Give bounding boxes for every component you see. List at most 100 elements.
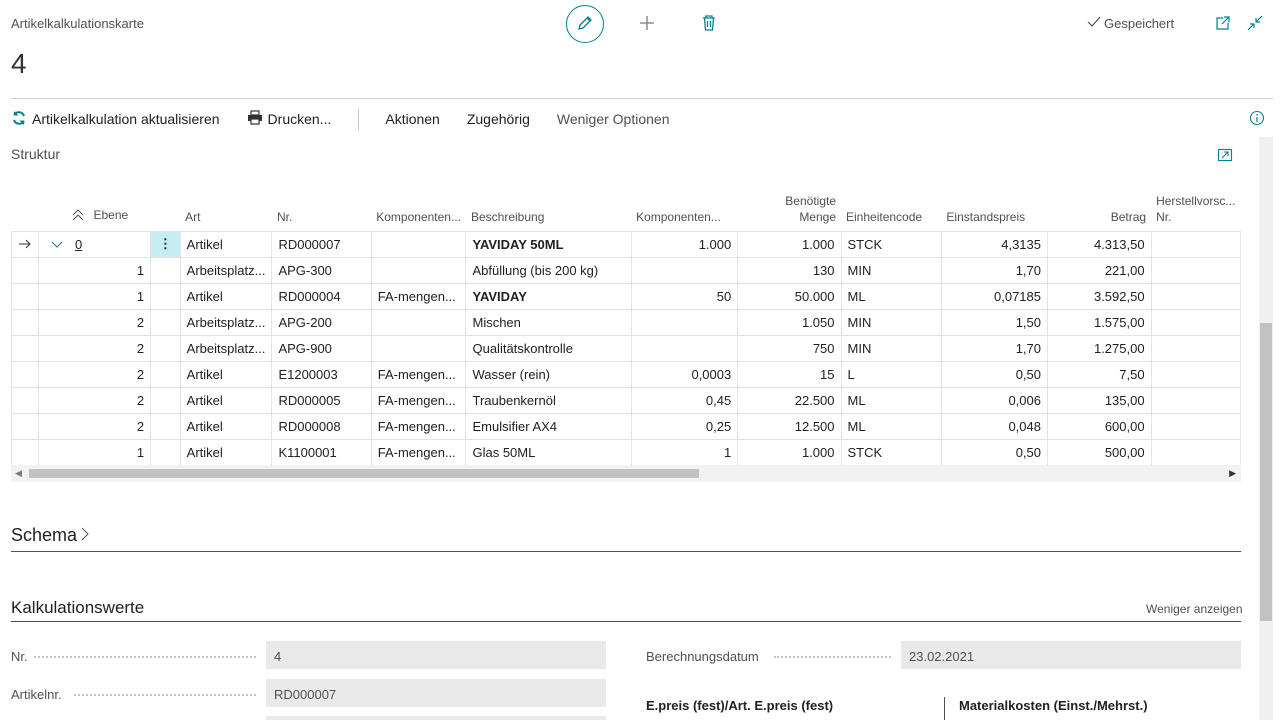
cell-komponenten-menge[interactable]	[630, 334, 739, 362]
cell-nr[interactable]: RD000005	[271, 386, 372, 414]
cell-ebene[interactable]: 1	[37, 282, 152, 310]
cell-art[interactable]: Artikel	[179, 412, 273, 440]
cell-herstellvorschrift[interactable]	[1150, 256, 1241, 284]
cell-betrag[interactable]: 600,00	[1047, 412, 1152, 440]
cell-benoetigte-menge[interactable]: 12.500	[737, 412, 842, 440]
cell-einheitencode[interactable]: MIN	[840, 256, 942, 284]
cell-beschreibung[interactable]: Mischen	[465, 308, 632, 336]
cell-komponenten-menge[interactable]: 0,0003	[630, 360, 739, 388]
expand-icon[interactable]	[1217, 147, 1233, 166]
cell-einstandspreis[interactable]: 0,006	[940, 386, 1049, 414]
vertical-scrollbar[interactable]	[1259, 137, 1273, 720]
col-header-einheitencode[interactable]: Einheitencode	[846, 209, 923, 224]
cell-betrag[interactable]: 500,00	[1047, 438, 1152, 466]
horizontal-scrollbar-thumb[interactable]	[29, 469, 699, 478]
delete-button[interactable]	[690, 5, 728, 43]
fewer-options-button[interactable]: Weniger Optionen	[556, 111, 670, 127]
cell-nr[interactable]: RD000008	[271, 412, 372, 440]
cell-benoetigte-menge[interactable]: 50.000	[737, 282, 842, 310]
row-menu-button[interactable]: ⋮	[150, 230, 181, 258]
cell-ebene[interactable]: 2	[37, 360, 152, 388]
cell-einstandspreis[interactable]: 1,70	[940, 256, 1049, 284]
col-header-beschreibung[interactable]: Beschreibung	[470, 209, 545, 224]
cell-art[interactable]: Artikel	[179, 230, 273, 258]
scroll-right-icon[interactable]: ▶	[1229, 468, 1236, 478]
row-menu-cell[interactable]	[150, 282, 181, 310]
cell-benoetigte-menge[interactable]: 750	[737, 334, 842, 362]
cell-betrag[interactable]: 135,00	[1047, 386, 1152, 414]
cell-einstandspreis[interactable]: 0,50	[940, 360, 1049, 388]
cell-ebene[interactable]: 2	[37, 334, 152, 362]
cell-betrag[interactable]: 3.592,50	[1047, 282, 1152, 310]
cell-komponenten[interactable]	[370, 334, 467, 362]
open-new-window-icon[interactable]	[1214, 14, 1232, 35]
col-header-ebene[interactable]: Ebene	[39, 173, 151, 231]
cell-komponenten[interactable]	[370, 308, 467, 336]
cell-einstandspreis[interactable]: 0,50	[940, 438, 1049, 466]
cell-art[interactable]: Arbeitsplatz...	[179, 334, 273, 362]
cell-nr[interactable]: E1200003	[271, 360, 372, 388]
new-button[interactable]	[628, 5, 666, 43]
cell-einstandspreis[interactable]: 4,3135	[940, 230, 1049, 258]
table-row[interactable]: 2 Artikel RD000008 FA-mengen... Emulsifi…	[11, 412, 1241, 440]
cell-ebene[interactable]: 1	[37, 256, 152, 284]
actions-menu[interactable]: Aktionen	[385, 111, 440, 127]
cell-einheitencode[interactable]: ML	[840, 412, 942, 440]
cell-herstellvorschrift[interactable]	[1150, 360, 1241, 388]
cell-beschreibung[interactable]: Abfüllung (bis 200 kg)	[465, 256, 632, 284]
col-header-betrag[interactable]: Betrag	[1110, 209, 1147, 224]
cell-benoetigte-menge[interactable]: 1.050	[737, 308, 842, 336]
cell-einheitencode[interactable]: STCK	[840, 438, 942, 466]
col-header-nr[interactable]: Nr.	[276, 209, 293, 224]
table-row[interactable]: 2 Arbeitsplatz... APG-200 Mischen 1.050 …	[11, 308, 1241, 336]
row-menu-cell[interactable]	[150, 308, 181, 336]
col-header-einstandspreis[interactable]: Einstandspreis	[946, 209, 1026, 224]
cell-nr[interactable]: APG-900	[271, 334, 372, 362]
cell-ebene[interactable]: 2	[37, 412, 152, 440]
cell-einstandspreis[interactable]: 0,07185	[940, 282, 1049, 310]
cell-betrag[interactable]: 4.313,50	[1047, 230, 1152, 258]
cell-nr[interactable]: RD000004	[271, 282, 372, 310]
collapse-all-icon[interactable]	[71, 208, 85, 225]
cell-komponenten[interactable]: FA-mengen...	[370, 282, 467, 310]
cell-komponenten[interactable]: FA-mengen...	[370, 386, 467, 414]
cell-benoetigte-menge[interactable]: 15	[737, 360, 842, 388]
cell-art[interactable]: Arbeitsplatz...	[179, 308, 273, 336]
table-row[interactable]: 0 ⋮ Artikel RD000007 YAVIDAY 50ML 1.000 …	[11, 230, 1241, 258]
cell-nr[interactable]: APG-200	[271, 308, 372, 336]
cell-nr[interactable]: RD000007	[271, 230, 372, 258]
cell-beschreibung[interactable]: YAVIDAY	[465, 282, 632, 310]
row-menu-cell[interactable]	[150, 360, 181, 388]
cell-einstandspreis[interactable]: 1,50	[940, 308, 1049, 336]
update-item-cost-action[interactable]: Artikelkalkulation aktualisieren	[11, 110, 220, 129]
cell-herstellvorschrift[interactable]	[1150, 334, 1241, 362]
cell-komponenten-menge[interactable]: 1	[630, 438, 739, 466]
nr-field[interactable]: 4	[266, 641, 606, 669]
cell-benoetigte-menge[interactable]: 22.500	[737, 386, 842, 414]
cell-beschreibung[interactable]: Emulsifier AX4	[465, 412, 632, 440]
cell-ebene[interactable]: 0	[37, 230, 152, 258]
cell-komponenten-menge[interactable]: 0,45	[630, 386, 739, 414]
cell-betrag[interactable]: 1.275,00	[1047, 334, 1152, 362]
cell-art[interactable]: Artikel	[179, 282, 273, 310]
row-menu-cell[interactable]	[150, 386, 181, 414]
cell-herstellvorschrift[interactable]	[1150, 308, 1241, 336]
cell-art[interactable]: Artikel	[179, 386, 273, 414]
table-row[interactable]: 1 Artikel RD000004 FA-mengen... YAVIDAY …	[11, 282, 1241, 310]
col-header-art[interactable]: Art	[185, 209, 201, 224]
scroll-left-icon[interactable]: ◀	[15, 468, 22, 478]
cell-betrag[interactable]: 1.575,00	[1047, 308, 1152, 336]
cell-benoetigte-menge[interactable]: 1.000	[737, 438, 842, 466]
cell-einheitencode[interactable]: MIN	[840, 308, 942, 336]
chevron-down-icon[interactable]	[51, 237, 63, 252]
cell-betrag[interactable]: 221,00	[1047, 256, 1152, 284]
row-menu-cell[interactable]	[150, 334, 181, 362]
cell-herstellvorschrift[interactable]	[1150, 386, 1241, 414]
table-row[interactable]: 1 Arbeitsplatz... APG-300 Abfüllung (bis…	[11, 256, 1241, 284]
cell-einheitencode[interactable]: L	[840, 360, 942, 388]
cell-art[interactable]: Artikel	[179, 360, 273, 388]
cell-beschreibung[interactable]: Glas 50ML	[465, 438, 632, 466]
table-row[interactable]: 2 Artikel RD000005 FA-mengen... Traubenk…	[11, 386, 1241, 414]
cell-ebene[interactable]: 2	[37, 308, 152, 336]
row-menu-cell[interactable]	[150, 438, 181, 466]
